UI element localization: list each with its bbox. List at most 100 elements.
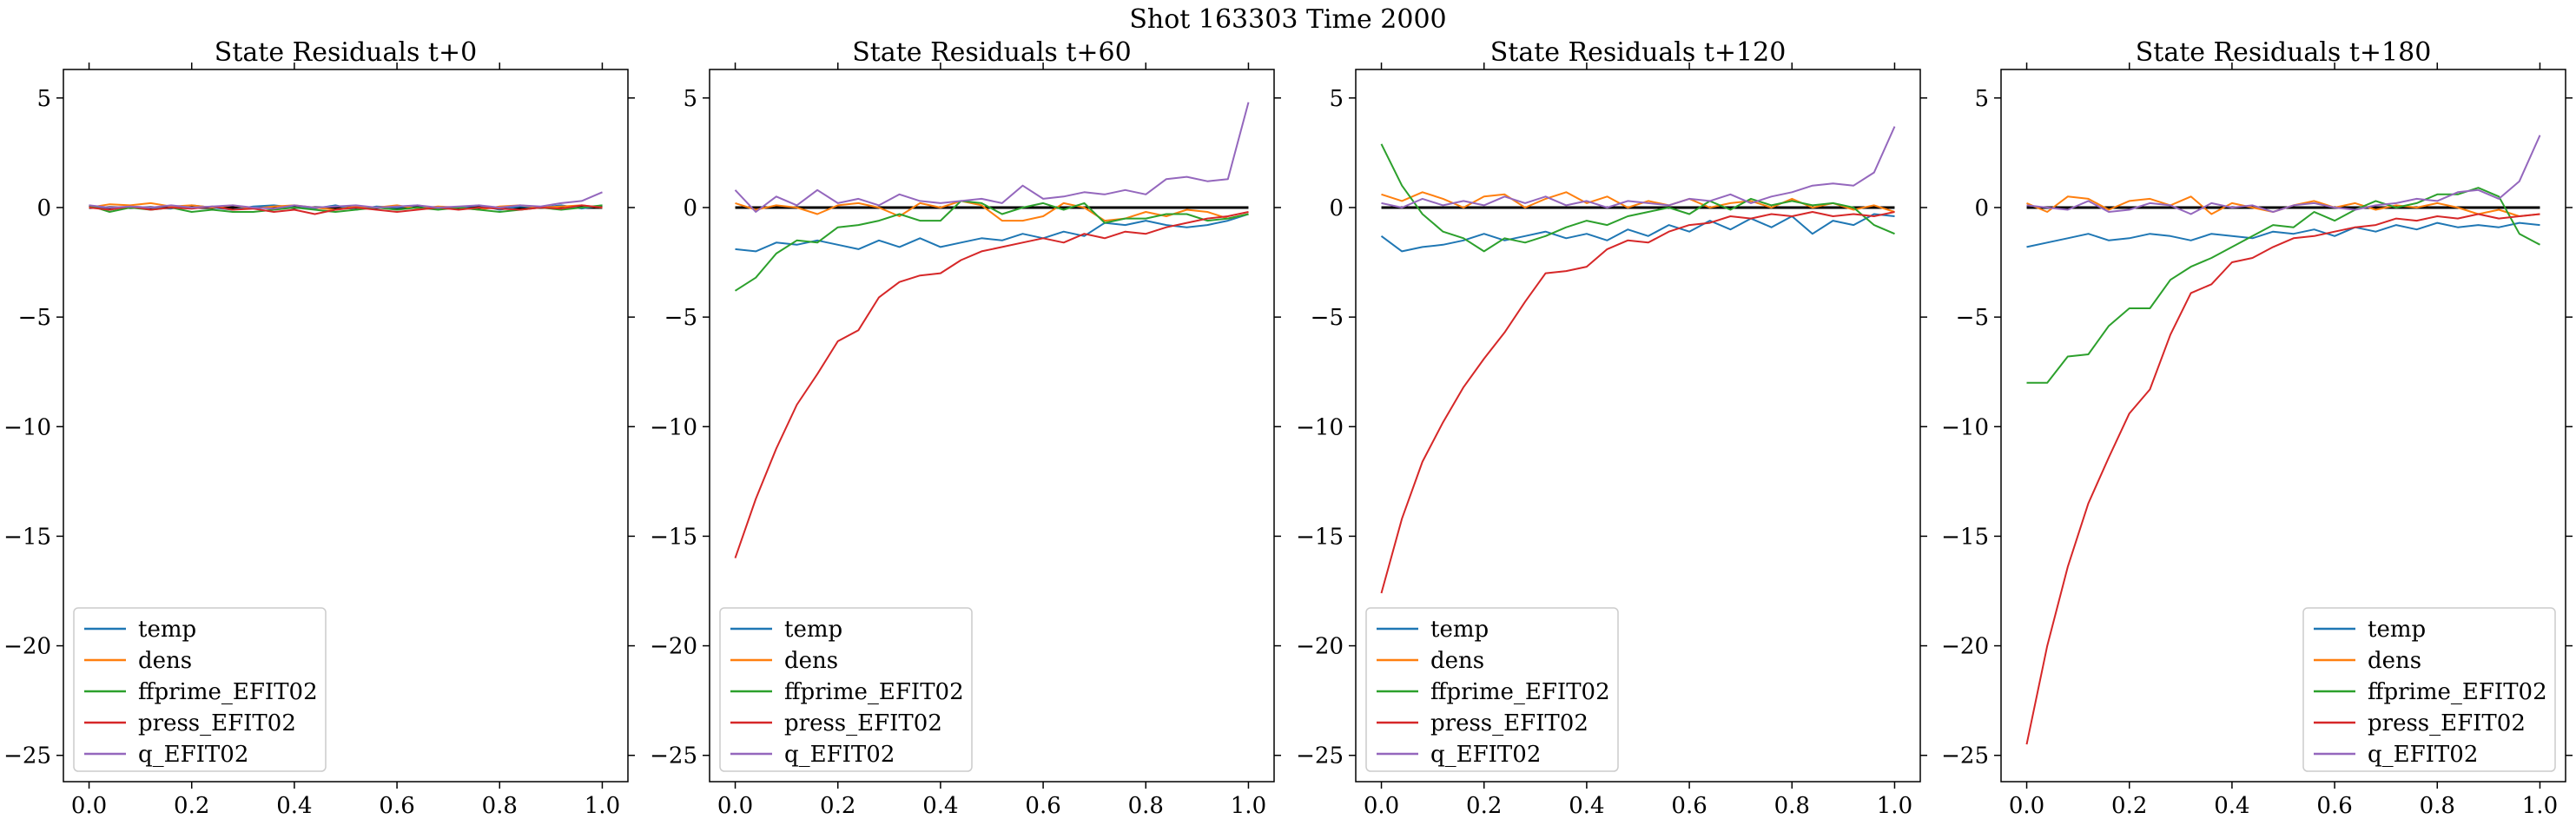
series-line-q-efit02 (1381, 126, 1896, 208)
legend-label: ffprime_EFIT02 (784, 679, 964, 705)
legend-label: q_EFIT02 (1430, 742, 1541, 768)
x-tick-label: 0.2 (2111, 793, 2147, 819)
axes-frame (709, 69, 1275, 783)
y-tick-label: −10 (1941, 414, 1989, 440)
series-line-temp (1380, 213, 1895, 253)
panel-title: State Residuals t+0 (215, 37, 477, 68)
x-tick-label: 0.8 (482, 793, 518, 819)
x-tick-label: 0.6 (2316, 793, 2352, 819)
y-tick-label: −15 (650, 524, 697, 550)
legend: temp dens ffprime_EFIT02 press_EFIT02 q_EFIT… (2302, 607, 2556, 772)
y-tick-label: −5 (18, 305, 51, 331)
y-tick-label: −20 (3, 634, 51, 660)
axes-frame (2000, 69, 2566, 783)
series-line-press-efit02 (1380, 211, 1895, 594)
figure-suptitle: Shot 163303 Time 2000 (1129, 4, 1446, 35)
x-tick-label: 1.0 (585, 793, 620, 819)
legend-label: q_EFIT02 (138, 742, 248, 768)
y-tick-label: −15 (1296, 524, 1344, 550)
legend-label: ffprime_EFIT02 (138, 679, 318, 705)
x-tick-label: 0.4 (2214, 793, 2249, 819)
series-line-q-efit02 (734, 102, 1250, 213)
x-tick-label: 0.0 (71, 793, 107, 819)
series-line-ffprime-efit02 (1380, 143, 1895, 253)
y-tick-label: −10 (1296, 414, 1344, 440)
y-tick-label: 5 (683, 86, 697, 112)
series-line-q-efit02 (89, 191, 603, 210)
legend-label: q_EFIT02 (2368, 742, 2478, 768)
legend-label: temp (2368, 617, 2426, 643)
legend: temp dens ffprime_EFIT02 press_EFIT02 q_EFIT… (719, 607, 973, 772)
x-tick-label: 0.2 (174, 793, 209, 819)
chart-panel-0: State Residuals t+0 0.0 0.2 0.4 0.6 0.8 1.0 5 0 −… (3, 37, 635, 819)
chart-panel-3: State Residuals t+180 0.0 0.2 0.4 0.6 0.8 1.0 5… (1941, 37, 2573, 819)
y-tick-label: −25 (650, 743, 697, 769)
legend-label: temp (784, 617, 842, 643)
chart-panel-1: State Residuals t+60 0.0 0.2 0.4 0.6 0.8 1.0 5 0… (650, 37, 1281, 819)
y-tick-label: 5 (1329, 86, 1344, 112)
x-tick-label: 0.4 (922, 793, 958, 819)
y-tick-label: 0 (1329, 195, 1344, 221)
legend: temp dens ffprime_EFIT02 press_EFIT02 q_EFIT… (1365, 607, 1619, 772)
y-tick-label: −25 (1296, 743, 1344, 769)
x-tick-label: 0.6 (379, 793, 414, 819)
series-line-press-efit02 (2025, 213, 2540, 745)
x-tick-label: 1.0 (1231, 793, 1266, 819)
x-tick-label: 0.2 (820, 793, 855, 819)
x-tick-label: 0.0 (2009, 793, 2044, 819)
x-tick-label: 0.8 (1128, 793, 1164, 819)
chart-panel-2: State Residuals t+120 0.0 0.2 0.4 0.6 0.8 1.0 5… (1296, 37, 1927, 819)
series-line-q-efit02 (2026, 135, 2541, 215)
series-line-press-efit02 (734, 211, 1249, 558)
legend-label: dens (2368, 648, 2421, 674)
y-tick-label: −20 (650, 634, 697, 660)
legend-box (73, 607, 327, 772)
x-tick-label: 0.8 (2420, 793, 2455, 819)
y-tick-label: −20 (1296, 634, 1344, 660)
legend-label: dens (138, 648, 192, 674)
x-tick-label: 0.6 (1025, 793, 1060, 819)
panel-title: State Residuals t+120 (1490, 37, 1787, 68)
legend-box (2302, 607, 2556, 772)
y-tick-label: −10 (650, 414, 697, 440)
y-tick-label: −20 (1941, 634, 1989, 660)
y-tick-label: −25 (1941, 743, 1989, 769)
axes-frame (1355, 69, 1921, 783)
legend-label: q_EFIT02 (784, 742, 895, 768)
panel-title: State Residuals t+60 (852, 37, 1131, 68)
legend-label: ffprime_EFIT02 (1430, 679, 1610, 705)
legend-label: dens (784, 648, 838, 674)
legend-label: dens (1430, 648, 1484, 674)
x-tick-label: 1.0 (1877, 793, 1912, 819)
x-tick-label: 0.6 (1671, 793, 1707, 819)
series-line-temp (2026, 221, 2540, 248)
legend-box (719, 607, 973, 772)
y-tick-label: −25 (3, 743, 51, 769)
panel-title: State Residuals t+180 (2136, 37, 2432, 68)
x-tick-label: 0.8 (1774, 793, 1810, 819)
legend-label: press_EFIT02 (1430, 710, 1589, 736)
x-tick-label: 0.4 (276, 793, 312, 819)
y-tick-label: −5 (1956, 305, 1989, 331)
legend-label: press_EFIT02 (138, 710, 296, 736)
x-tick-label: 0.0 (717, 793, 753, 819)
series-line-temp (735, 213, 1249, 253)
y-tick-label: −5 (1311, 305, 1344, 331)
y-tick-label: 0 (36, 195, 51, 221)
x-tick-label: 0.2 (1466, 793, 1502, 819)
y-tick-label: −10 (3, 414, 51, 440)
series-line-dens (1381, 191, 1895, 213)
y-tick-label: 0 (1974, 195, 1989, 221)
y-tick-label: −5 (664, 305, 697, 331)
legend-label: temp (1430, 617, 1489, 643)
series-line-ffprime-efit02 (734, 200, 1249, 292)
x-tick-label: 0.0 (1364, 793, 1399, 819)
legend-label: temp (138, 617, 196, 643)
x-tick-label: 0.4 (1569, 793, 1604, 819)
legend-label: ffprime_EFIT02 (2368, 679, 2547, 705)
axes-frame (63, 69, 629, 783)
legend-label: press_EFIT02 (2368, 710, 2526, 736)
legend-box (1365, 607, 1619, 772)
y-tick-label: 0 (683, 195, 697, 221)
